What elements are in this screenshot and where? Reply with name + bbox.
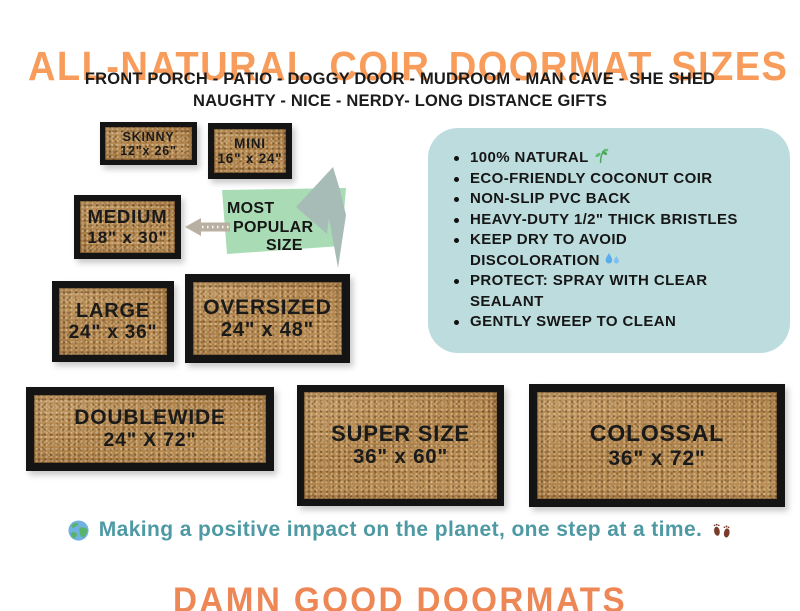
doormat-size: 36" x 60" [352,445,449,469]
tagline-row: Making a positive impact on the planet, … [0,518,800,542]
doormat-medium-face: MEDIUM 18" x 30" [80,201,175,253]
callout-line-3: SIZE [266,237,303,254]
doormat-medium: MEDIUM 18" x 30" [74,195,181,259]
feature-item: GENTLY SWEEP TO CLEAN [454,312,772,333]
doormat-mini-face: MINI 16" x 24" [214,129,286,173]
callout-line-1: MOST [227,200,274,217]
page-title: ALL-NATURAL COIR DOORMAT SIZES [28,43,789,90]
doormat-doublewide: DOUBLEWIDE 24" X 72" [26,387,274,471]
doormat-colossal: COLOSSAL 36" x 72" [529,384,785,507]
feature-item: PROTECT: SPRAY WITH CLEAR SEALANT [454,271,772,312]
doormat-name: MEDIUM [87,206,168,228]
feature-text: HEAVY-DUTY 1/2" THICK BRISTLES [470,210,738,228]
bullet-dot [454,217,459,223]
doormat-large: LARGE 24" x 36" [52,281,174,362]
doormat-name: DOUBLEWIDE [74,406,226,430]
bullet-dot [454,238,459,243]
feature-item: NON-SLIP PVC BACK [454,189,772,210]
feature-text: KEEP DRY TO AVOID [470,231,628,248]
doormat-size: 24" x 48" [221,319,314,342]
doormat-name: SKINNY [122,129,175,144]
feature-item: HEAVY-DUTY 1/2" THICK BRISTLES [454,210,772,231]
sweat-droplets-emoji [605,252,619,264]
subtitle-line-2: NAUGHTY - NICE - NERDY- LONG DISTANCE GI… [192,92,608,110]
brand-name: DAMN GOOD DOORMATS [172,581,628,611]
swoosh-arrow-icon [296,167,346,268]
doormat-size: 12"x 26" [120,143,177,158]
doormat-size: 24" x 36" [68,322,158,344]
doormat-size: 18" x 30" [87,227,168,247]
features-panel: 100% NATURAL ECO-FRIENDLY COCONUT COIR N… [428,128,790,353]
bullet-dot [454,197,459,202]
feature-item: 100% NATURAL [454,148,772,169]
most-popular-callout: MOST POPULAR SIZE [185,167,346,268]
feature-text: NON-SLIP PVC BACK [470,190,631,207]
feature-item: KEEP DRY TO AVOID DISCOLORATION [454,230,772,271]
doormat-colossal-face: COLOSSAL 36" x 72" [537,392,777,499]
features-list: 100% NATURAL ECO-FRIENDLY COCONUT COIR N… [454,148,772,333]
bullet-dot [454,176,459,182]
feature-text: PROTECT: SPRAY WITH CLEAR [470,272,708,289]
doormat-name: LARGE [76,299,150,322]
tagline-text: Making a positive impact on the planet, … [98,518,703,541]
doormat-mini: MINI 16" x 24" [208,123,292,179]
feature-text: 100% NATURAL [470,149,589,166]
herb-emoji [595,148,609,164]
doormat-name: SUPER SIZE [331,420,470,446]
doormat-size: 36" x 72" [608,446,706,470]
feature-text: ECO-FRIENDLY COCONUT COIR [470,169,713,187]
bullet-dot [454,156,459,161]
feature-text: GENTLY SWEEP TO CLEAN [470,313,677,330]
doormat-super-size-face: SUPER SIZE 36" x 60" [304,392,497,499]
earth-globe-emoji [68,519,89,541]
doormat-skinny-face: SKINNY 12"x 26" [105,127,192,160]
doormat-name: OVERSIZED [203,295,332,319]
subtitle-line-1: FRONT PORCH - PATIO - DOGGY DOOR - MUDRO… [84,70,716,88]
feature-text: DISCOLORATION [470,251,600,269]
feature-text: SEALANT [470,292,544,310]
doormat-oversized-face: OVERSIZED 24" x 48" [193,282,342,355]
doormat-size: 24" X 72" [103,428,197,451]
doormat-name: MINI [234,135,266,151]
feature-item: ECO-FRIENDLY COCONUT COIR [454,169,772,190]
doormat-oversized: OVERSIZED 24" x 48" [185,274,350,363]
dashed-arrow-icon [185,218,230,236]
doormat-doublewide-face: DOUBLEWIDE 24" X 72" [34,395,266,463]
footprints-emoji [713,523,730,538]
doormat-large-face: LARGE 24" x 36" [59,288,167,355]
doormat-name: COLOSSAL [589,419,725,446]
doormat-size: 16" x 24" [217,151,283,166]
bullet-dot [454,279,459,284]
doormat-super-size: SUPER SIZE 36" x 60" [297,385,504,506]
doormat-skinny: SKINNY 12"x 26" [100,122,197,165]
callout-line-2: POPULAR [233,219,313,236]
bullet-dot [454,320,459,325]
